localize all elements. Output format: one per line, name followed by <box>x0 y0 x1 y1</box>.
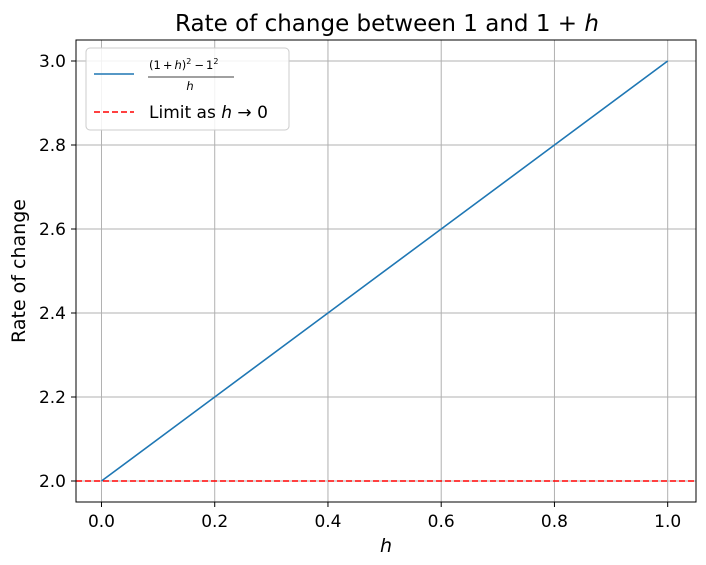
x-tick-label: 0.4 <box>314 512 341 532</box>
legend-num-var: h <box>174 58 181 72</box>
legend-limit-arrow: → 0 <box>232 103 268 123</box>
x-tick-label: 0.2 <box>201 512 228 532</box>
legend-label-limit: Limit as h → 0 <box>149 103 268 123</box>
legend-num-op1: + <box>163 58 173 72</box>
x-axis-label: h <box>380 535 392 557</box>
legend-num-one: 1 <box>206 58 213 72</box>
legend-limit-var: h <box>221 103 232 123</box>
legend-label-rate-numerator: (1 + h)2−12 <box>149 57 218 72</box>
legend-num-exp1: 2 <box>186 57 191 66</box>
legend-num-exp2: 2 <box>213 57 218 66</box>
ticks: 0.0 0.2 0.4 0.6 0.8 1.0 2.0 2.2 2.4 2.6 2.8 3.0 <box>39 52 681 532</box>
x-tick-label: 0.8 <box>541 512 568 532</box>
y-tick-label: 2.0 <box>39 472 66 492</box>
legend: (1 + h)2−12 h Limit as h → 0 <box>85 47 290 131</box>
chart-title-op: + <box>550 11 584 37</box>
y-tick-label: 2.2 <box>39 388 66 408</box>
legend-num-rparen: ) <box>182 58 187 72</box>
legend-num-lparen: (1 <box>149 58 161 72</box>
y-tick-label: 2.8 <box>39 136 66 156</box>
x-tick-label: 0.6 <box>428 512 455 532</box>
axes-frame <box>75 39 697 503</box>
chart-title-var: h <box>584 11 599 37</box>
y-tick-label: 2.6 <box>39 220 66 240</box>
y-tick-label: 3.0 <box>39 52 66 72</box>
x-tick-label: 1.0 <box>654 512 681 532</box>
chart-title: Rate of change between 1 and 1 + h <box>175 11 599 37</box>
series-layer <box>76 60 696 482</box>
grid <box>76 40 696 502</box>
legend-label-rate-denominator: h <box>186 79 193 93</box>
chart-title-prefix: Rate of change between 1 and 1 <box>175 11 550 37</box>
y-tick-label: 2.4 <box>39 304 66 324</box>
y-axis-label: Rate of change <box>8 199 30 343</box>
legend-box <box>85 47 290 131</box>
legend-num-op2: − <box>194 58 204 72</box>
rate-of-change-line <box>101 60 669 482</box>
x-tick-label: 0.0 <box>88 512 115 532</box>
legend-limit-prefix: Limit as <box>149 103 221 123</box>
